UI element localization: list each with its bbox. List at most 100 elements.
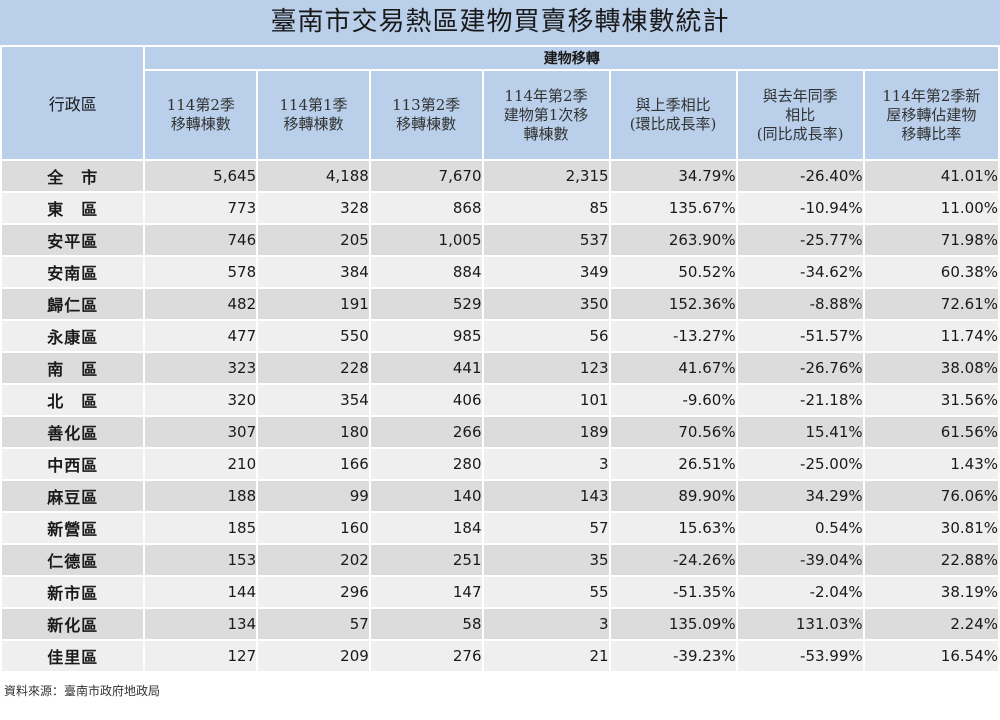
table-row: 南 區 323 228 441 123 41.67% -26.76% 38.08% xyxy=(2,351,998,383)
value-cell: 477 xyxy=(145,319,257,351)
table-row: 中西區 210 166 280 3 26.51% -25.00% 1.43% xyxy=(2,447,998,479)
value-cell: 773 xyxy=(145,191,257,223)
value-cell: 185 xyxy=(145,511,257,543)
table-row: 仁德區 153 202 251 35 -24.26% -39.04% 22.88% xyxy=(2,543,998,575)
value-cell: 482 xyxy=(145,287,257,319)
region-name-cell: 佳里區 xyxy=(2,639,144,671)
value-cell: -25.77% xyxy=(737,223,863,255)
value-cell: 7,670 xyxy=(370,159,482,191)
value-cell: 191 xyxy=(258,287,369,319)
value-cell: -51.57% xyxy=(737,319,863,351)
value-cell: 72.61% xyxy=(864,287,998,319)
column-header: 114第2季 移轉棟數 xyxy=(145,69,257,159)
value-cell: 202 xyxy=(258,543,369,575)
value-cell: 22.88% xyxy=(864,543,998,575)
column-header: 113第2季 移轉棟數 xyxy=(370,69,482,159)
value-cell: -39.23% xyxy=(610,639,736,671)
value-cell: -2.04% xyxy=(737,575,863,607)
column-header: 114年第2季新 屋移轉佔建物 移轉比率 xyxy=(864,69,998,159)
value-cell: 251 xyxy=(370,543,482,575)
value-cell: 143 xyxy=(483,479,609,511)
value-cell: 60.38% xyxy=(864,255,998,287)
value-cell: 1,005 xyxy=(370,223,482,255)
table-row: 永康區 477 550 985 56 -13.27% -51.57% 11.74% xyxy=(2,319,998,351)
table-row: 佳里區 127 209 276 21 -39.23% -53.99% 16.54% xyxy=(2,639,998,671)
value-cell: 135.67% xyxy=(610,191,736,223)
value-cell: 2.24% xyxy=(864,607,998,639)
region-name-cell: 新化區 xyxy=(2,607,144,639)
value-cell: 2,315 xyxy=(483,159,609,191)
value-cell: 537 xyxy=(483,223,609,255)
region-name-cell: 中西區 xyxy=(2,447,144,479)
value-cell: -8.88% xyxy=(737,287,863,319)
value-cell: 180 xyxy=(258,415,369,447)
value-cell: -34.62% xyxy=(737,255,863,287)
value-cell: 123 xyxy=(483,351,609,383)
value-cell: 144 xyxy=(145,575,257,607)
region-name-cell: 仁德區 xyxy=(2,543,144,575)
value-cell: 746 xyxy=(145,223,257,255)
value-cell: -39.04% xyxy=(737,543,863,575)
value-cell: -51.35% xyxy=(610,575,736,607)
value-cell: 354 xyxy=(258,383,369,415)
value-cell: 57 xyxy=(483,511,609,543)
value-cell: 320 xyxy=(145,383,257,415)
value-cell: 868 xyxy=(370,191,482,223)
group-header: 建物移轉 xyxy=(145,47,998,69)
value-cell: 3 xyxy=(483,447,609,479)
statistics-table: 行政區 建物移轉 114第2季 移轉棟數 114第1季 移轉棟數 113第2季 … xyxy=(0,47,1000,671)
value-cell: 140 xyxy=(370,479,482,511)
value-cell: 323 xyxy=(145,351,257,383)
table-row: 新市區 144 296 147 55 -51.35% -2.04% 38.19% xyxy=(2,575,998,607)
value-cell: 131.03% xyxy=(737,607,863,639)
value-cell: 280 xyxy=(370,447,482,479)
value-cell: 263.90% xyxy=(610,223,736,255)
value-cell: 550 xyxy=(258,319,369,351)
value-cell: 384 xyxy=(258,255,369,287)
value-cell: 0.54% xyxy=(737,511,863,543)
value-cell: 127 xyxy=(145,639,257,671)
value-cell: 71.98% xyxy=(864,223,998,255)
value-cell: 350 xyxy=(483,287,609,319)
value-cell: 5,645 xyxy=(145,159,257,191)
table-header: 行政區 建物移轉 114第2季 移轉棟數 114第1季 移轉棟數 113第2季 … xyxy=(2,47,998,159)
value-cell: 76.06% xyxy=(864,479,998,511)
column-header: 與去年同季 相比 (同比成長率) xyxy=(737,69,863,159)
value-cell: -21.18% xyxy=(737,383,863,415)
table-row: 新化區 134 57 58 3 135.09% 131.03% 2.24% xyxy=(2,607,998,639)
value-cell: 85 xyxy=(483,191,609,223)
value-cell: -9.60% xyxy=(610,383,736,415)
value-cell: 38.19% xyxy=(864,575,998,607)
column-header: 114第1季 移轉棟數 xyxy=(258,69,369,159)
region-name-cell: 南 區 xyxy=(2,351,144,383)
value-cell: 41.01% xyxy=(864,159,998,191)
value-cell: 188 xyxy=(145,479,257,511)
value-cell: 61.56% xyxy=(864,415,998,447)
value-cell: -26.76% xyxy=(737,351,863,383)
region-name-cell: 永康區 xyxy=(2,319,144,351)
value-cell: 147 xyxy=(370,575,482,607)
value-cell: 21 xyxy=(483,639,609,671)
region-name-cell: 北 區 xyxy=(2,383,144,415)
region-name-cell: 全 市 xyxy=(2,159,144,191)
value-cell: 276 xyxy=(370,639,482,671)
table-row: 安平區 746 205 1,005 537 263.90% -25.77% 71.98% xyxy=(2,223,998,255)
table-row: 全 市 5,645 4,188 7,670 2,315 34.79% -26.40% 41.0… xyxy=(2,159,998,191)
value-cell: 56 xyxy=(483,319,609,351)
region-name-cell: 安平區 xyxy=(2,223,144,255)
table-row: 麻豆區 188 99 140 143 89.90% 34.29% 76.06% xyxy=(2,479,998,511)
value-cell: 328 xyxy=(258,191,369,223)
value-cell: 89.90% xyxy=(610,479,736,511)
value-cell: 152.36% xyxy=(610,287,736,319)
value-cell: 55 xyxy=(483,575,609,607)
value-cell: 349 xyxy=(483,255,609,287)
value-cell: 70.56% xyxy=(610,415,736,447)
value-cell: 985 xyxy=(370,319,482,351)
value-cell: 11.74% xyxy=(864,319,998,351)
value-cell: 205 xyxy=(258,223,369,255)
value-cell: 134 xyxy=(145,607,257,639)
value-cell: -26.40% xyxy=(737,159,863,191)
value-cell: 307 xyxy=(145,415,257,447)
table-row: 安南區 578 384 884 349 50.52% -34.62% 60.38% xyxy=(2,255,998,287)
